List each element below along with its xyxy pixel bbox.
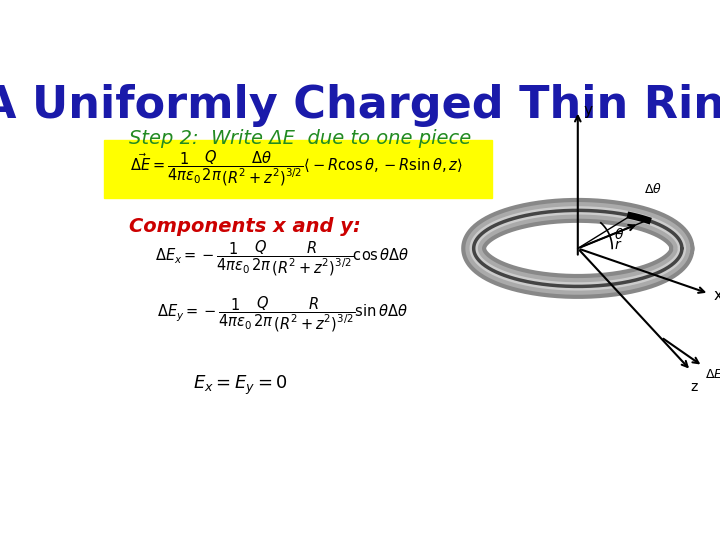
Text: $\Delta E$: $\Delta E$ (705, 368, 720, 381)
Text: $\vec{\Delta E} = \dfrac{1}{4\pi\varepsilon_0}\dfrac{Q}{2\pi}\dfrac{\Delta\theta: $\vec{\Delta E} = \dfrac{1}{4\pi\varepsi… (130, 148, 463, 187)
Text: $\theta$: $\theta$ (614, 227, 624, 242)
Text: $\Delta E_y = -\dfrac{1}{4\pi\varepsilon_0}\dfrac{Q}{2\pi}\dfrac{R}{\left(R^2+z^: $\Delta E_y = -\dfrac{1}{4\pi\varepsilon… (157, 295, 408, 334)
Text: Step 2:  Write ΔE  due to one piece: Step 2: Write ΔE due to one piece (129, 129, 472, 149)
Text: y: y (583, 103, 593, 118)
Text: $E_x = E_y = 0$: $E_x = E_y = 0$ (193, 373, 288, 396)
Text: x: x (714, 288, 720, 303)
Text: z: z (690, 380, 698, 394)
Text: Components x and y:: Components x and y: (129, 217, 361, 235)
Text: A Uniformly Charged Thin Ring: A Uniformly Charged Thin Ring (0, 84, 720, 126)
FancyBboxPatch shape (104, 140, 492, 198)
Text: r: r (614, 238, 620, 252)
Text: $\Delta E_x = -\dfrac{1}{4\pi\varepsilon_0}\dfrac{Q}{2\pi}\dfrac{R}{\left(R^2+z^: $\Delta E_x = -\dfrac{1}{4\pi\varepsilon… (156, 239, 410, 278)
Text: $\Delta\theta$: $\Delta\theta$ (644, 182, 662, 196)
